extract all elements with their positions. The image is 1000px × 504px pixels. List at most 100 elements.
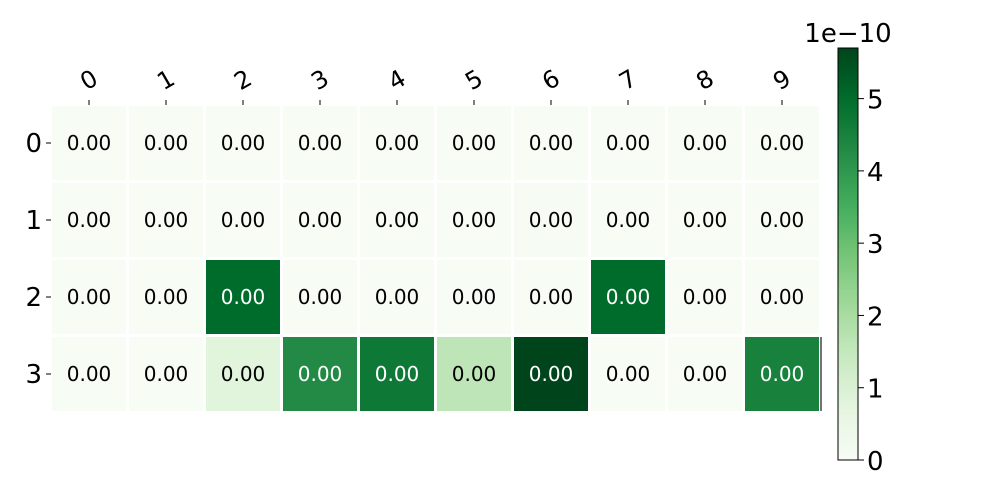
- colorbar-tick-label: 3: [867, 230, 884, 260]
- heatmap-cell: [206, 106, 280, 180]
- cell-value-label: 0.00: [683, 285, 728, 309]
- cell-value-label: 0.00: [606, 362, 651, 386]
- cell-value-label: 0.00: [298, 208, 343, 232]
- cell-value-label: 0.00: [298, 131, 343, 155]
- heatmap-cell: [283, 260, 357, 334]
- heatmap-cell: [437, 106, 511, 180]
- cell-value-label: 0.00: [452, 285, 497, 309]
- cell-value-label: 0.00: [144, 208, 189, 232]
- cell-value-label: 0.00: [529, 131, 574, 155]
- heatmap-cell: [206, 183, 280, 257]
- heatmap-cell: [283, 183, 357, 257]
- x-tick-label: 6: [537, 64, 564, 96]
- x-tick-label: 9: [768, 64, 795, 96]
- cell-value-label: 0.00: [67, 131, 112, 155]
- x-axis-ticks: 0 1 2 3 4 5 6 7 8 9: [75, 64, 796, 105]
- cell-value-label: 0.00: [221, 208, 266, 232]
- cell-value-label: 0.00: [452, 362, 497, 386]
- heatmap-cells: 0.00 0.00 0.00 0.00 0.00 0.00 0.00 0.00 0.00 0.00…: [52, 106, 822, 411]
- colorbar-gradient: [837, 47, 859, 461]
- x-tick-label: 7: [614, 64, 641, 96]
- heatmap-cell: [668, 183, 742, 257]
- heatmap-cell: [360, 260, 434, 334]
- cell-value-label: 0.00: [67, 208, 112, 232]
- heatmap-cell: [745, 183, 819, 257]
- colorbar-tick-label: 2: [867, 302, 884, 332]
- heatmap-cell: [668, 106, 742, 180]
- cell-value-label: 0.00: [683, 362, 728, 386]
- heatmap-cell: [591, 106, 665, 180]
- y-tick-label: 2: [25, 283, 42, 313]
- cell-value-label: 0.00: [606, 131, 651, 155]
- cell-value-label: 0.00: [760, 131, 805, 155]
- heatmap-cell: [129, 260, 203, 334]
- cell-value-label: 0.00: [221, 131, 266, 155]
- cell-value-label: 0.00: [529, 208, 574, 232]
- heatmap-cell: [668, 260, 742, 334]
- cell-value-label: 0.00: [683, 131, 728, 155]
- heatmap-cell: [745, 337, 819, 411]
- x-tick-label: 8: [691, 64, 718, 96]
- y-tick-label: 3: [25, 360, 42, 390]
- y-tick-label: 1: [25, 206, 42, 236]
- cell-value-label: 0.00: [221, 285, 266, 309]
- cell-value-label: 0.00: [452, 131, 497, 155]
- cell-value-label: 0.00: [67, 362, 112, 386]
- heatmap-cell: [437, 260, 511, 334]
- heatmap-cell: [437, 183, 511, 257]
- colorbar-tick-label: 0: [867, 447, 884, 477]
- heatmap-cell: [591, 337, 665, 411]
- heatmap-cell: [206, 260, 280, 334]
- y-tick-label: 0: [25, 129, 42, 159]
- cell-value-label: 0.00: [375, 131, 420, 155]
- cell-value-label: 0.00: [375, 362, 420, 386]
- heatmap-cell: [745, 260, 819, 334]
- colorbar-offset-label: 1e−10: [804, 19, 891, 49]
- heatmap-cell: [668, 337, 742, 411]
- heatmap-cell: [745, 106, 819, 180]
- cell-value-label: 0.00: [683, 208, 728, 232]
- heatmap-cell: [283, 337, 357, 411]
- x-tick-label: 0: [75, 64, 102, 96]
- x-tick-label: 4: [383, 64, 410, 96]
- x-tick-label: 5: [460, 64, 487, 96]
- cell-value-label: 0.00: [375, 285, 420, 309]
- colorbar: 0 1 2 3 4 5 1e−10: [804, 19, 891, 477]
- colorbar-tick-label: 5: [867, 86, 884, 116]
- heatmap-cell: [52, 183, 126, 257]
- cell-value-label: 0.00: [298, 362, 343, 386]
- cell-value-label: 0.00: [529, 362, 574, 386]
- x-tick-label: 3: [306, 64, 333, 96]
- cell-value-label: 0.00: [760, 208, 805, 232]
- heatmap-cell: [360, 106, 434, 180]
- cell-value-label: 0.00: [375, 208, 420, 232]
- cell-value-label: 0.00: [452, 208, 497, 232]
- cell-value-label: 0.00: [144, 131, 189, 155]
- cell-value-label: 0.00: [760, 362, 805, 386]
- heatmap-cell: [206, 337, 280, 411]
- heatmap-cell: [129, 106, 203, 180]
- cell-value-label: 0.00: [529, 285, 574, 309]
- cell-value-label: 0.00: [760, 285, 805, 309]
- heatmap-cell: [360, 183, 434, 257]
- heatmap-cell: [52, 260, 126, 334]
- heatmap-cell: [514, 106, 588, 180]
- heatmap-cell: [129, 337, 203, 411]
- y-axis-ticks: 0 1 2 3: [25, 129, 51, 390]
- heatmap-cell: [591, 260, 665, 334]
- colorbar-tick-label: 4: [867, 158, 884, 188]
- cell-value-label: 0.00: [606, 208, 651, 232]
- heatmap-cell: [514, 183, 588, 257]
- heatmap-cell: [129, 183, 203, 257]
- heatmap-cell: [514, 337, 588, 411]
- heatmap-cell: [52, 337, 126, 411]
- cell-value-label: 0.00: [606, 285, 651, 309]
- colorbar-tick-label: 1: [867, 375, 884, 405]
- heatmap-cell: [591, 183, 665, 257]
- heatmap-cell: [283, 106, 357, 180]
- x-tick-label: 1: [152, 64, 179, 96]
- heatmap-cell: [360, 337, 434, 411]
- heatmap-cell: [514, 260, 588, 334]
